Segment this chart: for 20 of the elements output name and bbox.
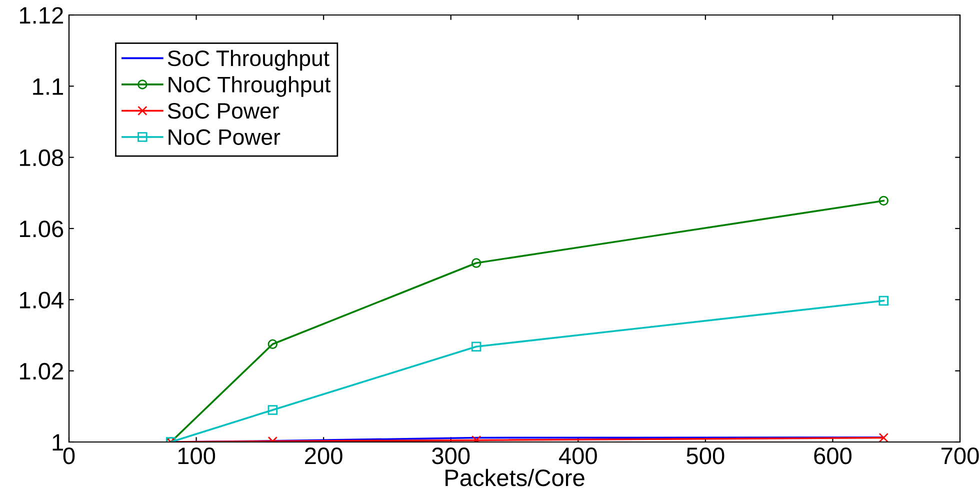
x-tick-label: 600 [814, 447, 852, 464]
legend-label: SoC Power [168, 102, 279, 119]
y-tick-label: 1.04 [20, 292, 64, 308]
x-tick-label: 400 [558, 447, 597, 464]
x-tick-label: 100 [178, 447, 216, 464]
legend-label: SoC Throughput [168, 50, 330, 71]
y-tick-label: 1.1 [33, 78, 63, 95]
y-tick-label: 1.02 [20, 362, 63, 380]
x-tick-label: 300 [432, 447, 470, 464]
legend-label: NoC Power [168, 129, 280, 145]
x-tick-label: 0 [63, 447, 75, 464]
x-tick-label: 700 [942, 447, 979, 464]
x-axis-title: Packets/Core [446, 468, 584, 486]
y-tick-label: 1.12 [20, 7, 63, 24]
y-tick-label: 1.06 [20, 220, 64, 238]
y-tick-label: 1 [52, 434, 63, 451]
x-tick-label: 500 [686, 447, 724, 464]
y-tick-label: 1.08 [20, 149, 64, 166]
x-tick-label: 200 [305, 447, 342, 464]
legend-label: NoC Throughput [168, 76, 331, 97]
